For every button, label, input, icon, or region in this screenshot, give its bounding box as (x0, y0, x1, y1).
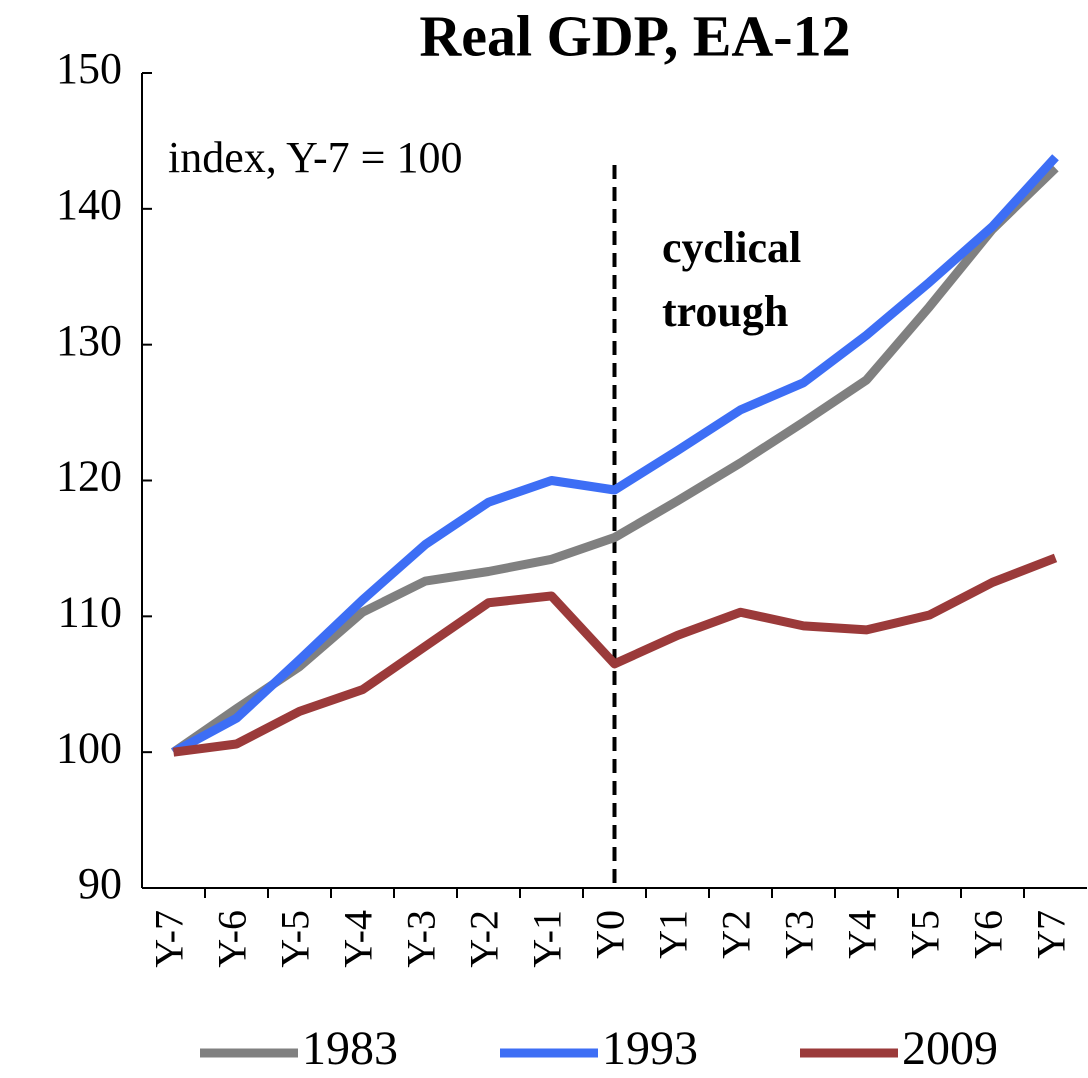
chart-title: Real GDP, EA-12 (419, 3, 850, 68)
legend-label: 1983 (302, 1022, 398, 1075)
y-tick-label: 130 (56, 316, 122, 365)
x-tick-label: Y3 (777, 910, 822, 959)
series-line (171, 154, 1059, 757)
y-tick-label: 90 (78, 859, 122, 908)
x-tick-label: Y6 (966, 910, 1011, 959)
x-tick-label: Y5 (903, 910, 948, 959)
x-tick-label: Y-4 (336, 910, 381, 968)
y-tick-label: 110 (58, 587, 122, 636)
legend-label: 1993 (602, 1022, 698, 1075)
unit-note: index, Y-7 = 100 (168, 133, 463, 182)
legend-label: 2009 (902, 1022, 998, 1075)
x-tick-label: Y2 (714, 910, 759, 959)
x-tick-label: Y7 (1029, 910, 1074, 959)
x-tick-label: Y-7 (147, 910, 192, 968)
x-tick-label: Y-3 (399, 910, 444, 968)
x-tick-label: Y0 (588, 910, 633, 959)
y-tick-label: 140 (56, 180, 122, 229)
y-tick-label: 150 (56, 44, 122, 93)
x-tick-label: Y-5 (273, 910, 318, 968)
x-tick-label: Y-6 (210, 910, 255, 968)
series-line (172, 553, 1058, 757)
x-tick-label: Y1 (651, 910, 696, 959)
series-line (170, 164, 1059, 756)
x-tick-label: Y4 (840, 910, 885, 959)
y-tick-label: 120 (56, 452, 122, 501)
x-tick-label: Y-1 (525, 910, 570, 968)
trough-label: cyclical (662, 223, 801, 272)
trough-label: trough (662, 287, 788, 336)
y-tick-label: 100 (56, 723, 122, 772)
x-tick-label: Y-2 (462, 910, 507, 968)
